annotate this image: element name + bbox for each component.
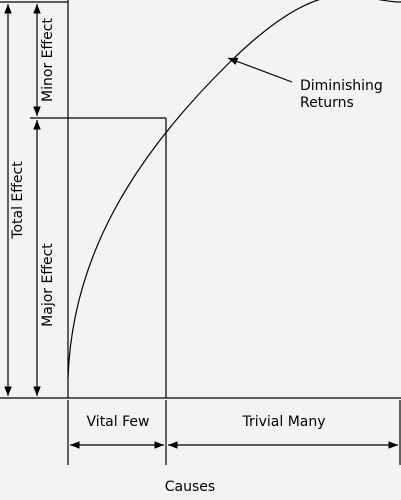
major-effect-label: Major Effect <box>40 243 56 327</box>
total-effect-label: Total Effect <box>10 161 26 240</box>
callout-arrow <box>227 57 293 83</box>
minor-effect-label: Minor Effect <box>40 18 56 102</box>
causes-label: Causes <box>165 479 215 495</box>
left-arrows <box>4 4 41 396</box>
vital-few-label: Vital Few <box>87 414 150 430</box>
curve <box>67 0 401 379</box>
trivial-many-label: Trivial Many <box>241 414 325 430</box>
axes <box>0 0 401 399</box>
callout-label: Diminishing <box>300 78 383 94</box>
bottom-arrows <box>67 400 401 465</box>
callout-label: Returns <box>300 95 354 111</box>
